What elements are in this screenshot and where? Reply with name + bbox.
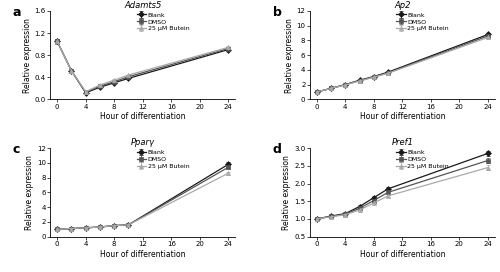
X-axis label: Hour of differentiation: Hour of differentiation — [100, 112, 186, 121]
Legend: Blank, DMSO, 25 μM Butein: Blank, DMSO, 25 μM Butein — [136, 149, 190, 169]
Legend: Blank, DMSO, 25 μM Butein: Blank, DMSO, 25 μM Butein — [396, 12, 449, 32]
Y-axis label: Relative expression: Relative expression — [23, 18, 32, 92]
Text: b: b — [272, 5, 281, 18]
Y-axis label: Relative expression: Relative expression — [284, 18, 294, 92]
Legend: Blank, DMSO, 25 μM Butein: Blank, DMSO, 25 μM Butein — [136, 12, 190, 32]
Title: Ap2: Ap2 — [394, 1, 410, 10]
Text: c: c — [13, 143, 20, 156]
X-axis label: Hour of differentiation: Hour of differentiation — [360, 112, 445, 121]
Title: Pparγ: Pparγ — [130, 138, 154, 147]
Title: Adamts5: Adamts5 — [124, 1, 162, 10]
Text: a: a — [13, 5, 22, 18]
Y-axis label: Relative expression: Relative expression — [282, 155, 292, 230]
X-axis label: Hour of differentiation: Hour of differentiation — [100, 250, 186, 259]
Legend: Blank, DMSO, 25 μM Butein: Blank, DMSO, 25 μM Butein — [396, 149, 449, 169]
Title: Pref1: Pref1 — [392, 138, 413, 147]
Y-axis label: Relative expression: Relative expression — [25, 155, 34, 230]
X-axis label: Hour of differentiation: Hour of differentiation — [360, 250, 445, 259]
Text: d: d — [272, 143, 281, 156]
